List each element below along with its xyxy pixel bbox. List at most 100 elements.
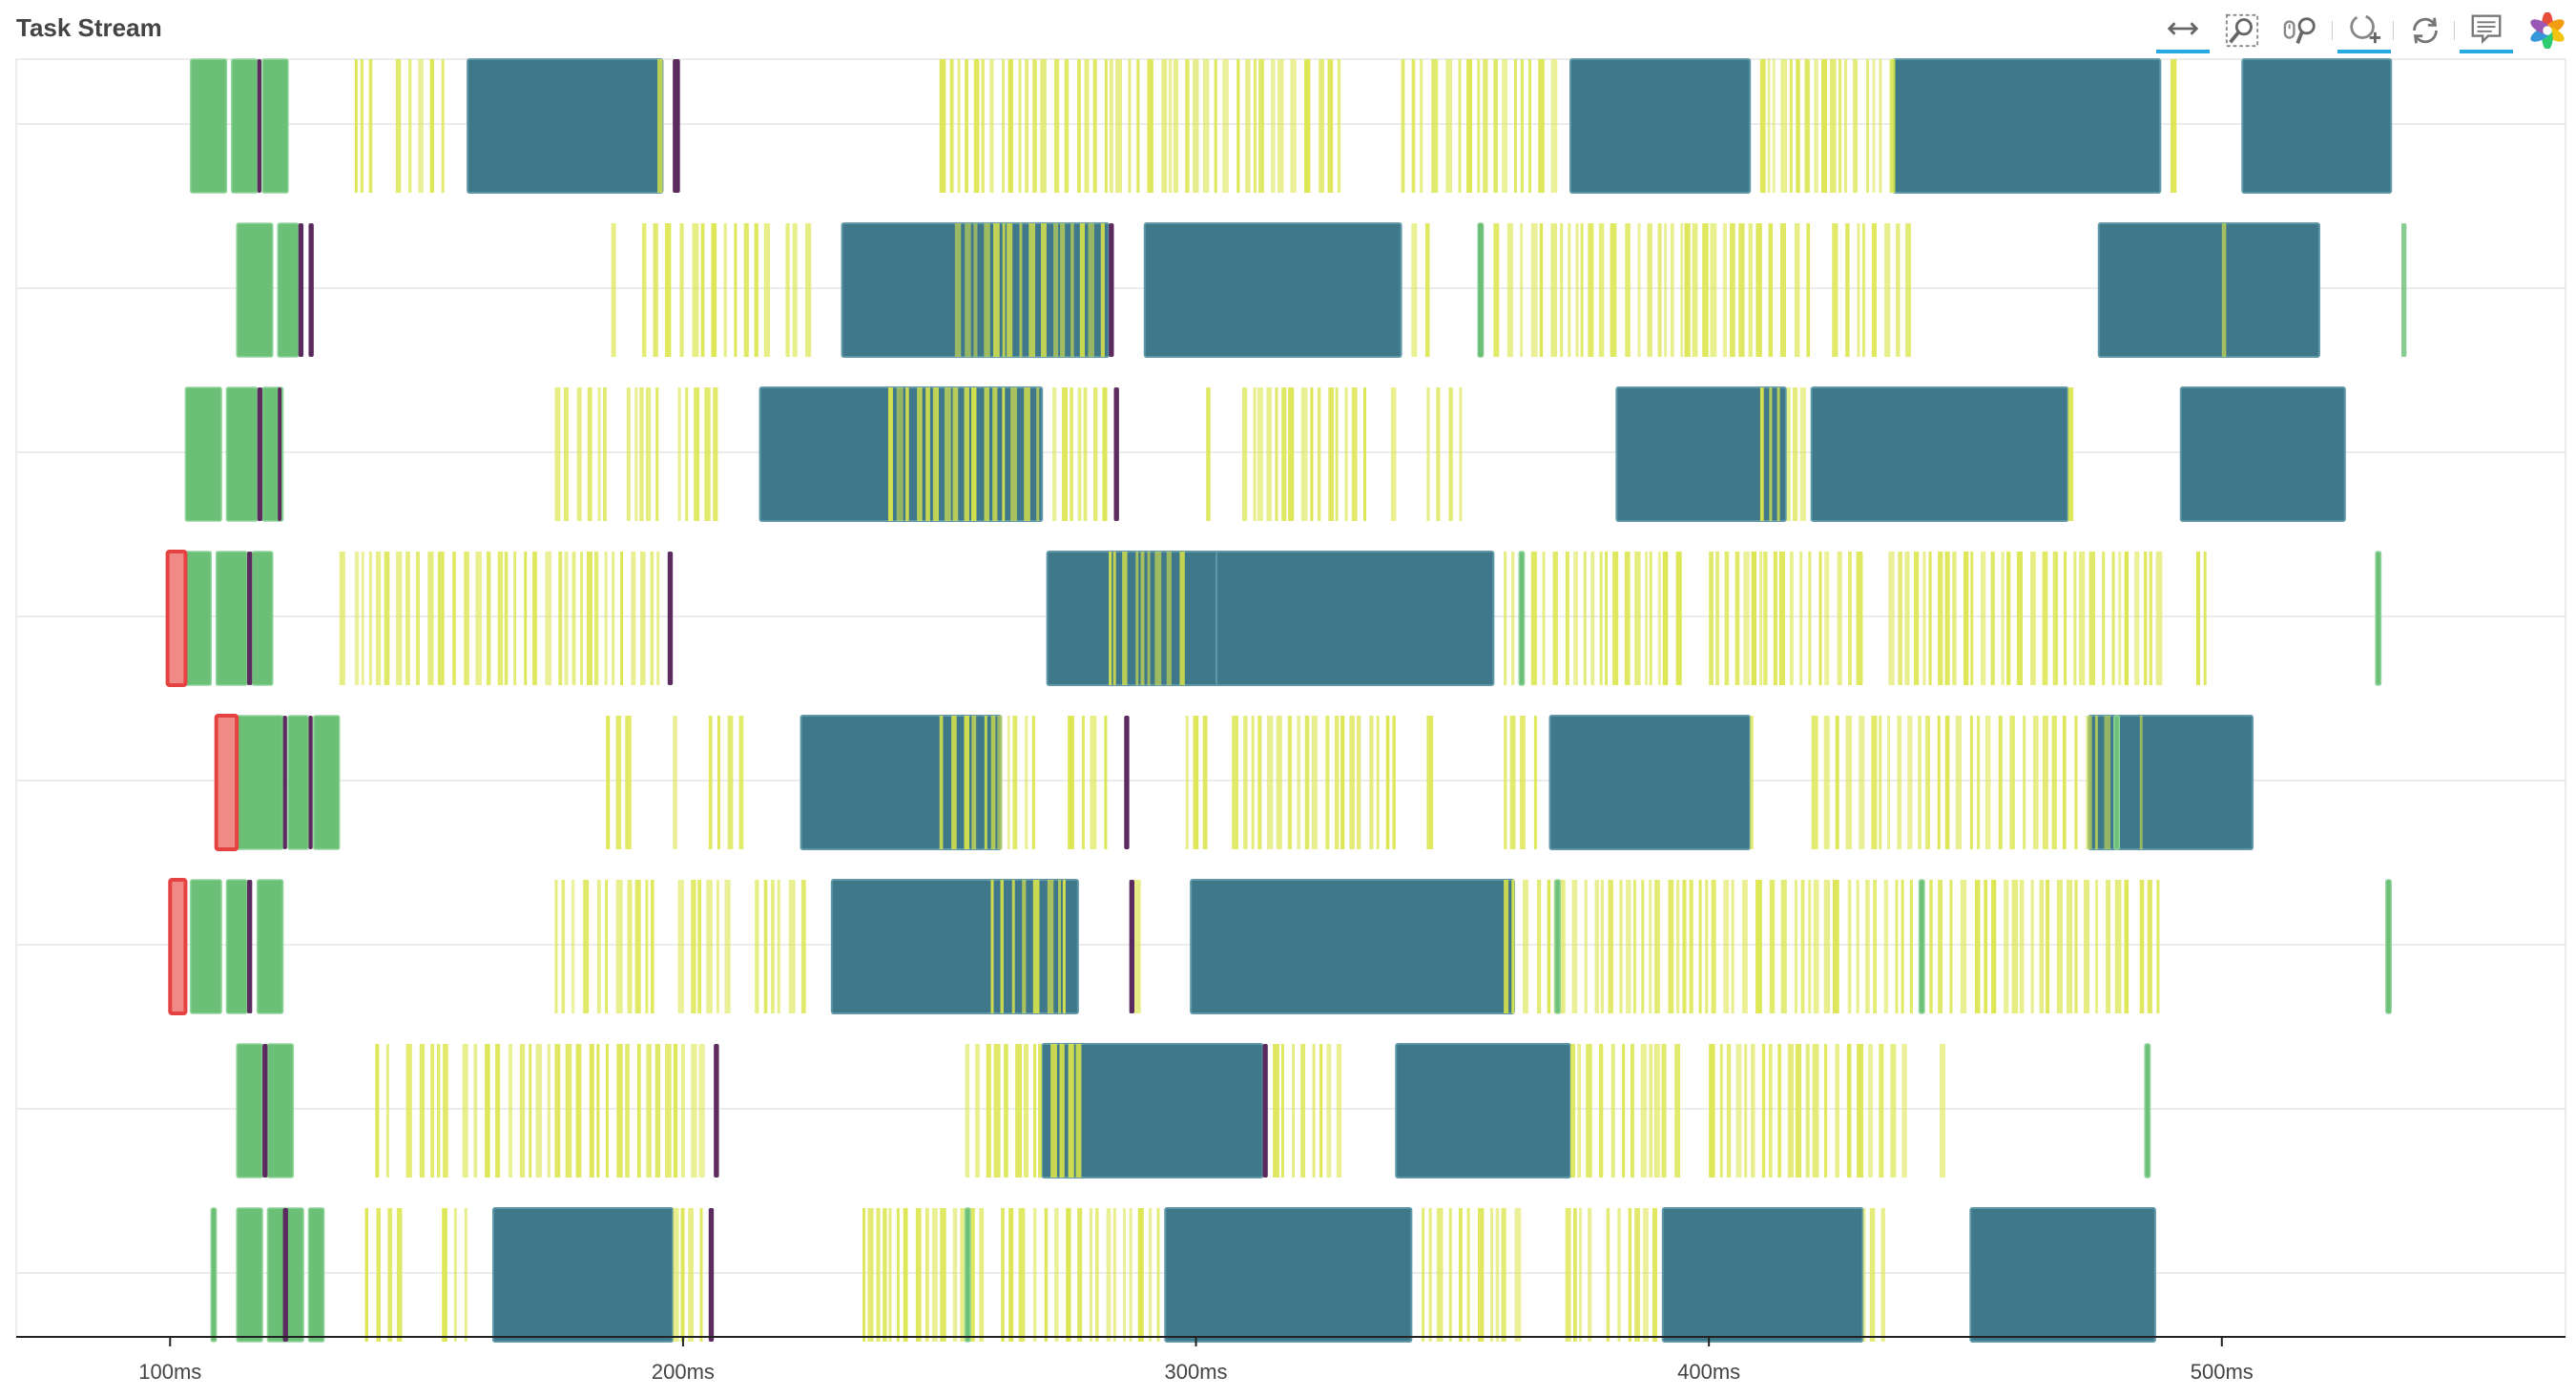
- task-bar-small[interactable]: [1779, 223, 1786, 357]
- task-bar-small[interactable]: [957, 59, 961, 193]
- task-bar-small[interactable]: [771, 880, 775, 1013]
- task-bar-small[interactable]: [1340, 716, 1345, 849]
- xpan-tool-button[interactable]: [2156, 8, 2210, 53]
- task-bar-dependency[interactable]: [308, 716, 313, 849]
- task-bar-small[interactable]: [1861, 223, 1865, 357]
- task-bar-small[interactable]: [971, 716, 977, 849]
- task-bar-small[interactable]: [1514, 1208, 1522, 1342]
- task-bar-small[interactable]: [1493, 59, 1498, 193]
- task-bar-small[interactable]: [1879, 1044, 1884, 1178]
- task-bar-small[interactable]: [1883, 880, 1889, 1013]
- task-bar-small[interactable]: [1392, 716, 1396, 849]
- task-bar-small[interactable]: [1109, 552, 1112, 685]
- task-bar-compute[interactable]: [1892, 58, 2162, 194]
- task-bar-small[interactable]: [1653, 1044, 1660, 1178]
- task-bar-small[interactable]: [645, 387, 652, 521]
- task-bar-small[interactable]: [1506, 223, 1514, 357]
- task-bar-small[interactable]: [952, 387, 959, 521]
- task-bar-small[interactable]: [1586, 1044, 1592, 1178]
- task-bar-small[interactable]: [1918, 716, 1922, 849]
- task-bar-small[interactable]: [2139, 880, 2145, 1013]
- task-bar-small[interactable]: [1092, 59, 1097, 193]
- task-bar-small[interactable]: [1869, 1208, 1876, 1342]
- task-bar-small[interactable]: [2139, 716, 2143, 849]
- task-bar-small[interactable]: [1253, 387, 1257, 521]
- task-bar-small[interactable]: [1887, 716, 1891, 849]
- task-bar-small[interactable]: [1974, 880, 1981, 1013]
- task-bar-small[interactable]: [1805, 1044, 1810, 1178]
- task-bar-small[interactable]: [1794, 223, 1800, 357]
- task-bar-dependency[interactable]: [298, 223, 304, 357]
- task-bar-transfer[interactable]: [210, 1207, 218, 1343]
- task-bar-transfer[interactable]: [277, 222, 300, 358]
- task-bar-small[interactable]: [576, 387, 582, 521]
- task-bar-small[interactable]: [464, 1208, 467, 1342]
- task-bar-transfer[interactable]: [236, 222, 274, 358]
- task-bar-small[interactable]: [1969, 716, 1973, 849]
- task-bar-small[interactable]: [965, 1044, 970, 1178]
- task-bar-small[interactable]: [1812, 1044, 1819, 1178]
- task-bar-small[interactable]: [1292, 1044, 1296, 1178]
- task-bar-small[interactable]: [2073, 552, 2077, 685]
- task-bar-small[interactable]: [1742, 880, 1748, 1013]
- task-bar-small[interactable]: [981, 59, 985, 193]
- task-bar-small[interactable]: [700, 223, 705, 357]
- task-bar-small[interactable]: [2134, 552, 2140, 685]
- task-bar-compute[interactable]: [830, 879, 1079, 1014]
- task-bar-small[interactable]: [944, 387, 951, 521]
- task-bar-small[interactable]: [1865, 880, 1870, 1013]
- task-bar-small[interactable]: [1509, 716, 1516, 849]
- task-bar-small[interactable]: [1076, 59, 1082, 193]
- task-bar-small[interactable]: [979, 1208, 985, 1342]
- task-bar-small[interactable]: [708, 716, 713, 849]
- task-bar-small[interactable]: [1823, 880, 1831, 1013]
- task-bar-small[interactable]: [1277, 59, 1284, 193]
- task-bar-small[interactable]: [1411, 223, 1418, 357]
- task-bar-small[interactable]: [1955, 716, 1963, 849]
- task-bar-small[interactable]: [1907, 716, 1913, 849]
- task-bar-small[interactable]: [1787, 1044, 1794, 1178]
- task-bar-small[interactable]: [1682, 880, 1687, 1013]
- task-bar-small[interactable]: [2124, 552, 2129, 685]
- task-bar-small[interactable]: [1880, 1208, 1885, 1342]
- task-bar-small[interactable]: [1970, 552, 1974, 685]
- task-bar-small[interactable]: [1624, 552, 1631, 685]
- task-bar-small[interactable]: [1845, 716, 1852, 849]
- task-bar-small[interactable]: [1066, 1208, 1071, 1342]
- task-bar-small[interactable]: [1960, 880, 1967, 1013]
- task-bar-small[interactable]: [1193, 716, 1199, 849]
- task-bar-small[interactable]: [2088, 552, 2096, 685]
- task-bar-small[interactable]: [1068, 1044, 1074, 1178]
- task-bar-small[interactable]: [925, 387, 930, 521]
- task-bar-small[interactable]: [1041, 223, 1047, 357]
- task-bar-small[interactable]: [1853, 59, 1858, 193]
- task-bar-small[interactable]: [2006, 552, 2011, 685]
- task-bar-small[interactable]: [1100, 223, 1105, 357]
- task-bar-small[interactable]: [2149, 552, 2152, 685]
- task-bar-small[interactable]: [1104, 716, 1108, 849]
- task-bar-small[interactable]: [1136, 59, 1140, 193]
- task-bar-small[interactable]: [2066, 880, 2073, 1013]
- task-bar-small[interactable]: [1560, 223, 1564, 357]
- task-bar-small[interactable]: [1744, 1044, 1748, 1178]
- task-bar-small[interactable]: [385, 1044, 389, 1178]
- task-bar-small[interactable]: [1390, 387, 1397, 521]
- task-bar-small[interactable]: [1122, 552, 1128, 685]
- task-bar-small[interactable]: [1643, 1208, 1649, 1342]
- task-bar-small[interactable]: [1031, 716, 1035, 849]
- task-bar-small[interactable]: [1925, 716, 1931, 849]
- task-bar-small[interactable]: [1040, 59, 1047, 193]
- task-bar-small[interactable]: [1424, 223, 1430, 357]
- task-bar-dependency[interactable]: [714, 1044, 719, 1178]
- task-bar-transfer[interactable]: [225, 386, 259, 522]
- task-bar-small[interactable]: [2030, 552, 2036, 685]
- task-bar-small[interactable]: [1236, 59, 1240, 193]
- task-bar-small[interactable]: [656, 552, 660, 685]
- task-bar-small[interactable]: [1588, 1208, 1592, 1342]
- task-bar-small[interactable]: [1625, 223, 1631, 357]
- task-bar-small[interactable]: [1879, 716, 1882, 849]
- task-bar-small[interactable]: [1755, 880, 1762, 1013]
- task-bar-small[interactable]: [1102, 387, 1108, 521]
- task-bar-small[interactable]: [1401, 59, 1405, 193]
- task-bar-small[interactable]: [604, 552, 608, 685]
